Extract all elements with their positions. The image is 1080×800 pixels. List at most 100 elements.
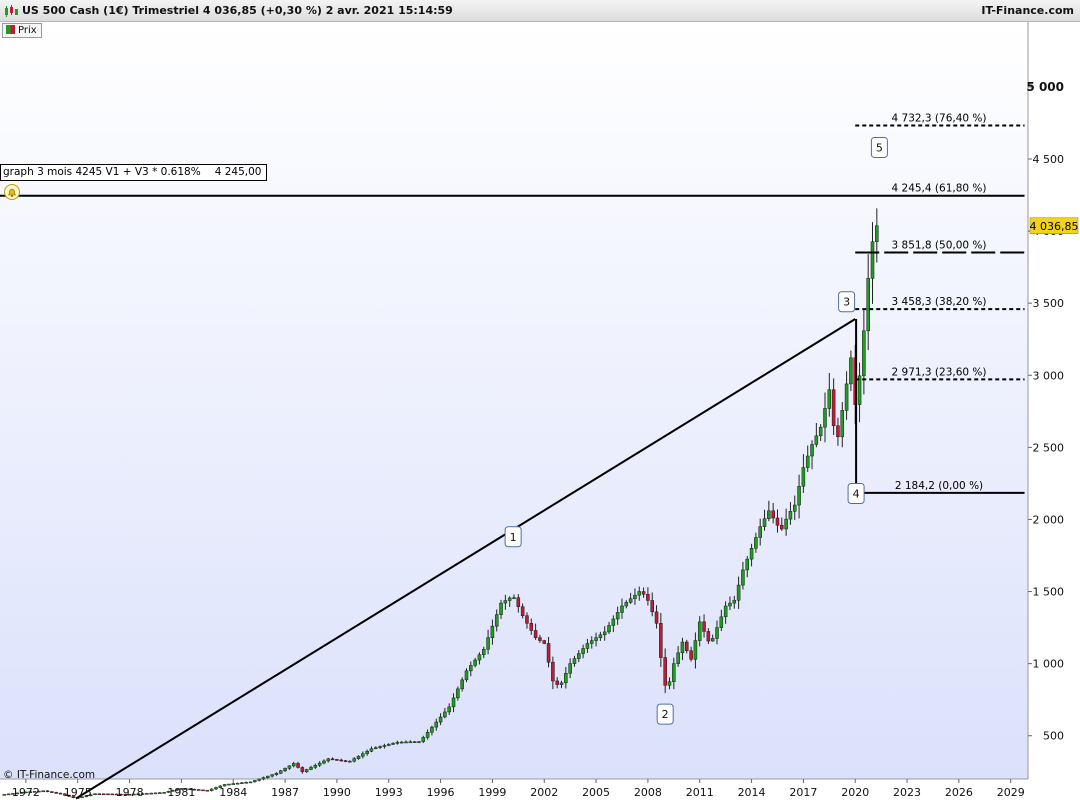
candle-up bbox=[166, 791, 171, 793]
x-tick-label: 2005 bbox=[582, 786, 610, 799]
candle-up bbox=[572, 658, 577, 664]
candle-down bbox=[654, 611, 659, 624]
candle-up bbox=[214, 787, 218, 790]
candle-up bbox=[503, 600, 508, 604]
candle-down bbox=[188, 788, 192, 791]
candle-down bbox=[183, 788, 188, 790]
candle-down bbox=[836, 425, 840, 438]
candle-down bbox=[330, 758, 335, 761]
candle-up bbox=[227, 783, 231, 786]
candle-up bbox=[602, 631, 607, 636]
candle-down bbox=[97, 793, 102, 795]
candle-up bbox=[875, 225, 879, 242]
candle-up bbox=[326, 758, 331, 762]
candle-down bbox=[663, 657, 667, 686]
candle-down bbox=[831, 389, 836, 426]
candle-up bbox=[140, 793, 145, 795]
candle-up bbox=[37, 790, 41, 793]
candle-down bbox=[196, 789, 201, 791]
candle-up bbox=[710, 638, 715, 642]
candle-down bbox=[542, 640, 546, 644]
candle-up bbox=[801, 467, 806, 487]
candle-up bbox=[633, 594, 637, 600]
candle-up bbox=[28, 791, 32, 793]
x-tick-label: 2008 bbox=[634, 786, 662, 799]
candle-up bbox=[386, 744, 391, 746]
candle-up bbox=[421, 737, 426, 742]
x-tick-label: 2002 bbox=[530, 786, 558, 799]
last-price-tag bbox=[1029, 217, 1079, 235]
candle-up bbox=[162, 792, 166, 794]
candle-up bbox=[473, 659, 477, 666]
candle-up bbox=[697, 621, 702, 641]
candle-up bbox=[6, 793, 11, 796]
candle-down bbox=[689, 650, 693, 660]
candle-up bbox=[240, 782, 244, 784]
candle-up bbox=[317, 762, 322, 766]
x-tick-label: 2011 bbox=[686, 786, 714, 799]
x-tick-label: 1990 bbox=[323, 786, 351, 799]
candle-down bbox=[516, 597, 521, 607]
candle-down bbox=[119, 793, 123, 796]
fibonacci-level-label: 2 971,3 (23,60 %) bbox=[892, 366, 987, 378]
series-legend[interactable]: Prix bbox=[2, 23, 42, 38]
candle-up bbox=[628, 598, 633, 603]
candle-up bbox=[399, 741, 404, 744]
plot-background bbox=[0, 22, 1028, 779]
drawing-labels-layer: 4 732,3 (76,40 %) 4 245,4 (61,80 %) 3 851,… bbox=[504, 112, 987, 725]
candle-down bbox=[685, 641, 689, 651]
footer-copyright: © IT-Finance.com bbox=[3, 769, 96, 781]
candle-up bbox=[244, 782, 248, 784]
x-tick-label: 1996 bbox=[427, 786, 455, 799]
wave-trend-line[interactable] bbox=[75, 318, 856, 800]
candle-down bbox=[192, 788, 197, 791]
candles-layer bbox=[2, 208, 879, 799]
candle-up bbox=[615, 612, 620, 620]
candle-up bbox=[728, 602, 732, 607]
candle-up bbox=[741, 569, 745, 586]
candle-up bbox=[585, 643, 590, 649]
candle-down bbox=[205, 789, 210, 792]
y-tick-label: 2 500 bbox=[1033, 441, 1065, 454]
candle-up bbox=[732, 599, 737, 604]
alert-bell-icon[interactable] bbox=[4, 184, 20, 200]
drawing-lines-layer bbox=[0, 124, 1025, 800]
candle-up bbox=[758, 526, 762, 538]
annotation-box[interactable]: graph 3 mois 4245 V1 + V3 * 0.618% 4 245,… bbox=[0, 164, 268, 181]
wave-label-box[interactable] bbox=[656, 703, 674, 725]
candle-up bbox=[568, 663, 572, 674]
candle-up bbox=[153, 792, 158, 795]
candle-up bbox=[434, 721, 439, 728]
candle-down bbox=[335, 759, 339, 761]
wave-label-box[interactable] bbox=[504, 526, 522, 548]
candle-up bbox=[2, 794, 7, 796]
candle-up bbox=[145, 793, 149, 795]
candle-up bbox=[283, 768, 287, 772]
candle-up bbox=[19, 792, 24, 794]
candle-up bbox=[322, 760, 326, 764]
candle-up bbox=[430, 726, 434, 733]
y-axis-background bbox=[1028, 22, 1080, 779]
wave-label-box[interactable] bbox=[847, 483, 865, 505]
y-tick-label: 2 000 bbox=[1033, 513, 1065, 526]
candle-up bbox=[447, 706, 451, 713]
candle-up bbox=[80, 796, 84, 799]
x-axis-background bbox=[0, 779, 1080, 800]
x-tick-label: 2023 bbox=[893, 786, 921, 799]
candle-up bbox=[374, 747, 378, 749]
candle-up bbox=[443, 711, 447, 718]
candle-up bbox=[767, 510, 771, 519]
candle-up bbox=[378, 746, 382, 748]
candle-up bbox=[797, 486, 801, 506]
wave-label-box[interactable] bbox=[838, 291, 856, 313]
wave-label-text: 4 bbox=[853, 488, 860, 501]
candle-up bbox=[745, 558, 750, 571]
candle-down bbox=[110, 793, 115, 796]
wave-label-box[interactable] bbox=[870, 136, 888, 158]
y-tick-label: 5 000 bbox=[1026, 80, 1064, 94]
candle-up bbox=[395, 741, 400, 744]
candle-down bbox=[529, 623, 534, 631]
candle-up bbox=[792, 504, 797, 512]
